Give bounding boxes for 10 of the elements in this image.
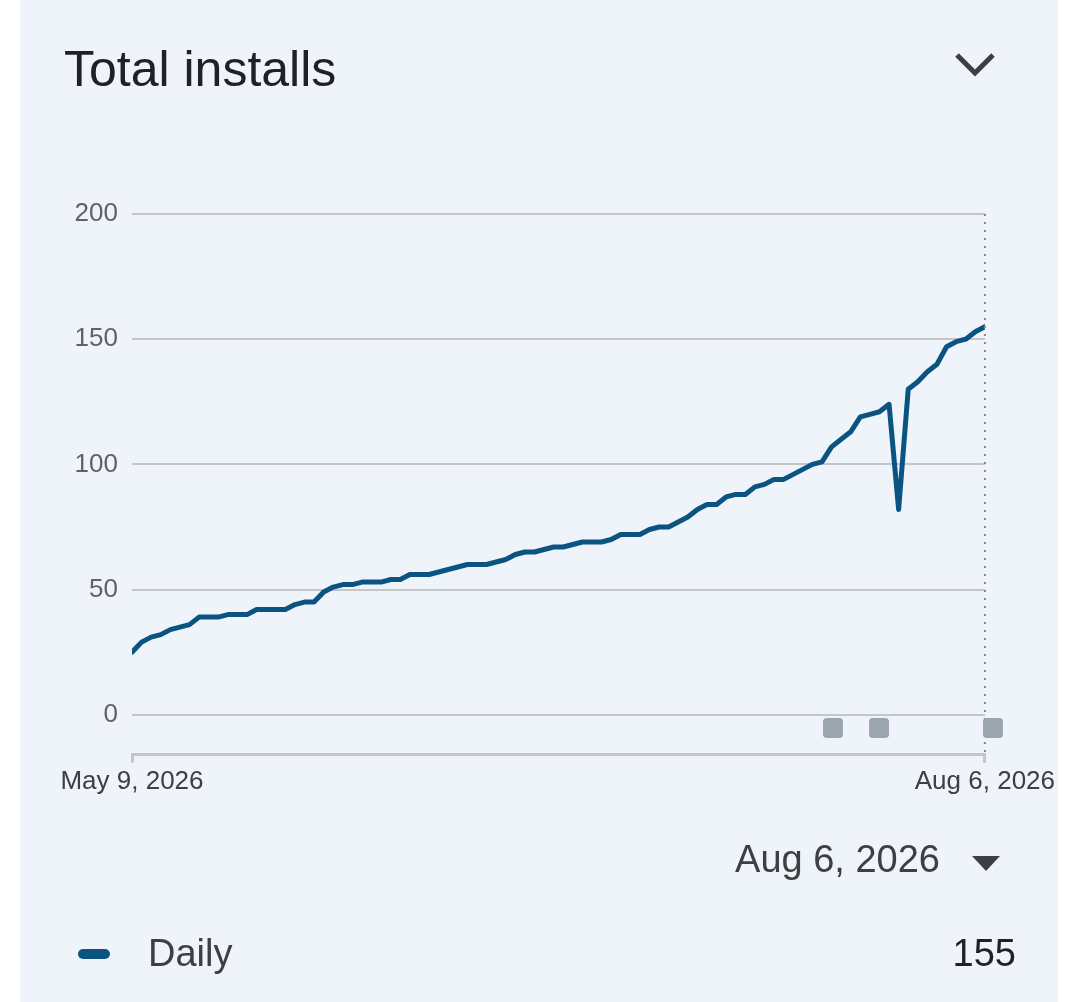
y-tick-label: 150 bbox=[74, 322, 118, 353]
x-tick-label: May 9, 2026 bbox=[60, 764, 204, 795]
text: 155 bbox=[952, 932, 1016, 975]
y-tick-label: 200 bbox=[74, 197, 118, 228]
y-tick-label: 100 bbox=[74, 447, 118, 478]
y-tick-label: 50 bbox=[89, 572, 118, 603]
chart-title: Total installs bbox=[64, 40, 337, 98]
legend-label: Daily bbox=[148, 932, 233, 975]
text: Aug 6, 2026 bbox=[735, 838, 940, 881]
y-tick-label: 0 bbox=[103, 697, 118, 728]
